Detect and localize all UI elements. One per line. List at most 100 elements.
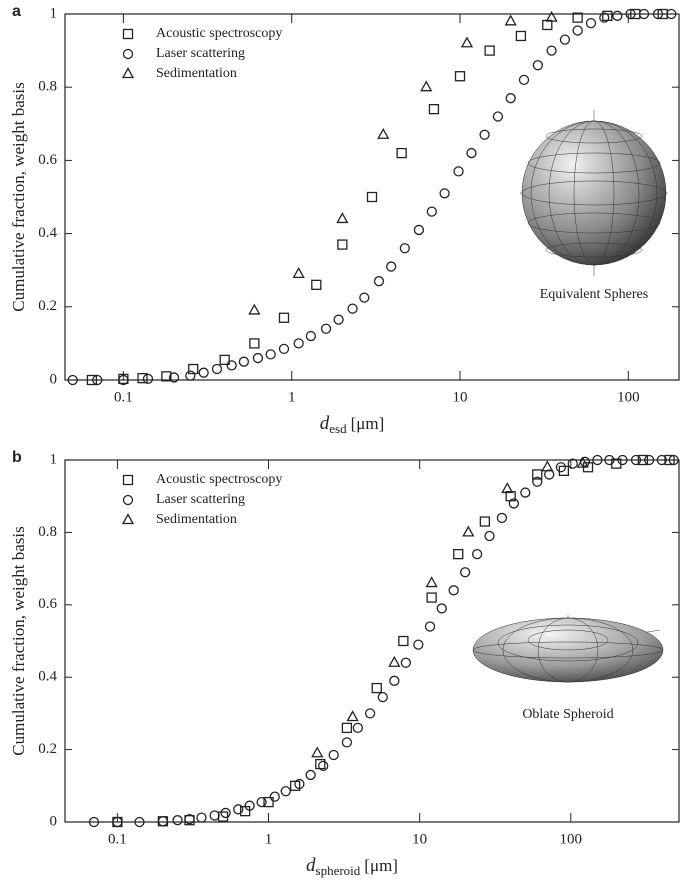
circle-marker [471, 548, 483, 560]
circle-marker [373, 276, 385, 287]
y-axis-title: Cumulative fraction, weight basis [9, 82, 28, 311]
plot-frame [64, 13, 680, 381]
y-tick-label: 0.6 [38, 596, 57, 612]
square-marker [515, 30, 527, 42]
circle-marker [278, 343, 290, 355]
circle-marker [293, 338, 304, 349]
circle-marker [233, 804, 244, 815]
circle-marker [185, 370, 196, 381]
circle-marker [656, 454, 667, 466]
square-marker [602, 10, 613, 21]
circle-marker [505, 93, 516, 104]
y-tick-label: 0.6 [38, 152, 57, 168]
legend-marker [121, 67, 135, 79]
panel-label: b [12, 449, 22, 466]
square-marker [637, 454, 649, 466]
square-marker [532, 469, 543, 480]
square-marker [396, 147, 407, 159]
y-tick-label: 0.8 [38, 524, 57, 540]
y-tick-label: 0.4 [38, 669, 57, 685]
circle-marker [496, 512, 508, 524]
x-axis-title: desd [μm] [320, 413, 385, 436]
x-tick-label: 10 [412, 831, 427, 847]
y-tick-label: 0.2 [38, 298, 57, 314]
x-axis-title: dspheroid [μm] [306, 855, 398, 878]
circle-marker [424, 621, 436, 632]
circle-marker [559, 34, 571, 45]
circle-marker [546, 45, 557, 56]
triangle-marker [504, 14, 517, 26]
circle-marker [666, 8, 677, 20]
square-marker [454, 71, 466, 82]
circle-marker [333, 314, 344, 325]
circle-marker [184, 813, 195, 825]
annotation: Equivalent Spheres [540, 287, 648, 302]
circle-marker [479, 129, 490, 140]
circle-marker [466, 147, 477, 159]
square-marker [366, 191, 378, 203]
circle-marker [399, 243, 410, 254]
circle-marker [484, 530, 495, 542]
y-tick-label: 0.4 [38, 225, 57, 241]
square-marker [453, 548, 464, 560]
square-marker [558, 465, 570, 477]
legend-marker [122, 28, 134, 40]
circle-marker [612, 10, 623, 21]
circle-marker [520, 487, 531, 498]
x-tick-label: 1 [288, 389, 296, 405]
square-marker [263, 796, 274, 808]
x-tick-label: 100 [617, 389, 640, 405]
circle-marker [439, 188, 450, 199]
square-marker [484, 45, 495, 56]
circle-marker [211, 363, 223, 375]
x-axis-unit: [μm] [351, 414, 385, 433]
circle-marker [347, 303, 358, 314]
legend-label: Acoustic spectroscopy [156, 472, 282, 487]
circle-marker [604, 454, 615, 466]
circle-marker [567, 458, 578, 469]
circle-marker [638, 8, 650, 20]
square-marker [249, 338, 260, 349]
circle-marker [508, 498, 520, 509]
circle-marker [364, 708, 376, 719]
square-marker [572, 12, 583, 23]
circle-marker [238, 356, 250, 367]
circle-marker [328, 749, 339, 761]
circle-marker [644, 454, 655, 466]
square-marker [219, 354, 230, 366]
circle-marker [544, 469, 555, 480]
circle-marker [320, 323, 332, 334]
legend-label: Laser scattering [156, 46, 245, 61]
circle-marker [244, 800, 255, 811]
x-tick-label: 1 [265, 831, 273, 847]
circle-marker [592, 454, 603, 466]
x-axis-subscript: spheroid [316, 863, 361, 878]
circle-marker [352, 722, 364, 734]
circle-marker [359, 292, 370, 303]
triangle-marker [462, 525, 475, 537]
circle-marker [389, 675, 400, 686]
annotation: Oblate Spheroid [522, 707, 613, 722]
legend-label: Sedimentation [156, 66, 237, 81]
triangle-marker [388, 655, 401, 667]
circle-marker [377, 691, 388, 703]
circle-marker [532, 60, 543, 71]
legend-marker [122, 48, 134, 60]
circle-marker [453, 166, 464, 177]
triangle-marker [346, 710, 359, 722]
x-tick-label: 10 [453, 389, 468, 405]
square-marker [188, 363, 199, 375]
circle-marker [112, 816, 123, 828]
circle-marker [142, 373, 154, 385]
spheroid-illustration [472, 615, 664, 683]
x-axis-symbol: d [306, 855, 316, 876]
triangle-marker [311, 746, 324, 758]
square-marker [341, 722, 353, 734]
circle-marker [555, 462, 567, 473]
square-marker [161, 371, 172, 382]
y-tick-label: 1 [50, 5, 58, 21]
circle-marker [630, 454, 642, 466]
circle-marker [172, 815, 183, 826]
circle-marker [67, 374, 78, 386]
